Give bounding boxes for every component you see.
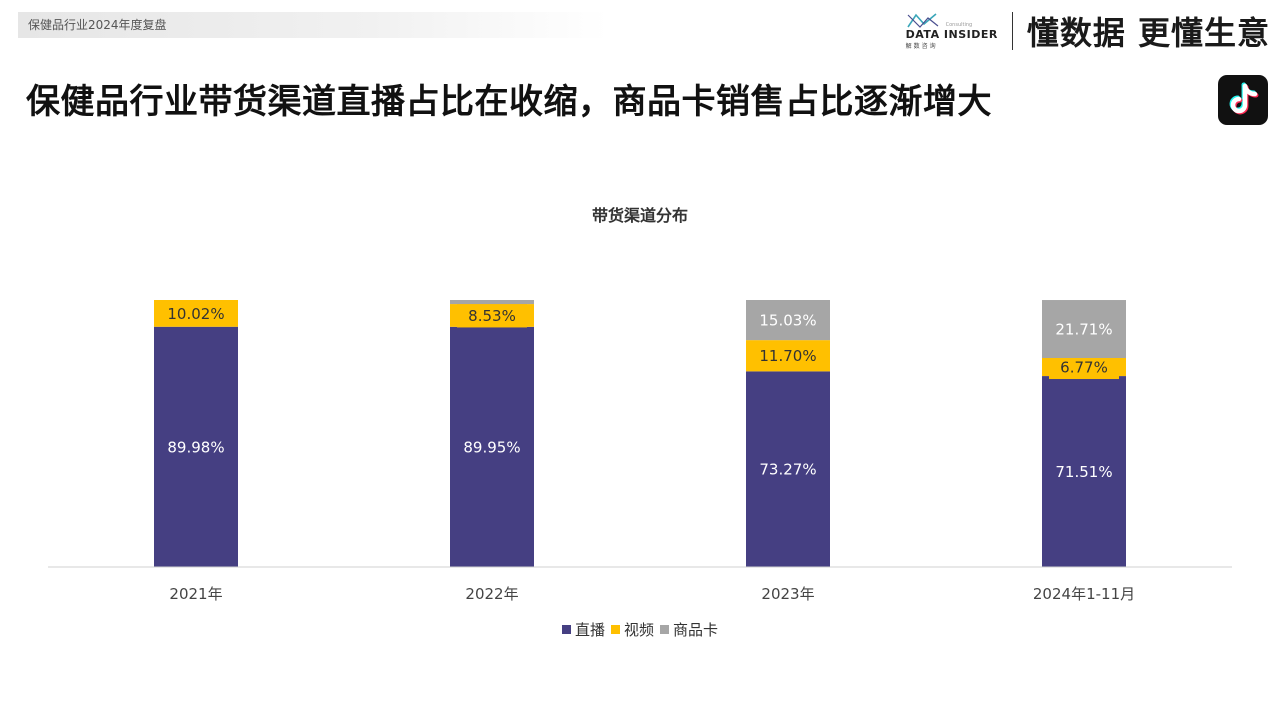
bar-segment bbox=[450, 326, 534, 567]
data-label: 11.70% bbox=[759, 347, 816, 365]
chart-legend: 直播 视频 商品卡 bbox=[0, 619, 1280, 640]
legend-item: 视频 bbox=[610, 619, 654, 640]
bar-segment bbox=[746, 371, 830, 567]
x-tick-label: 2023年 bbox=[761, 585, 814, 603]
brand-name: DATA INSIDER bbox=[905, 28, 998, 41]
legend-swatch bbox=[610, 625, 620, 634]
tiktok-icon bbox=[1218, 75, 1268, 125]
data-label: 8.53% bbox=[468, 307, 516, 325]
brand-divider bbox=[1011, 12, 1013, 50]
data-label-background bbox=[161, 301, 231, 326]
data-label: 71.51% bbox=[1055, 463, 1112, 481]
legend-swatch bbox=[561, 625, 571, 634]
bar-segment bbox=[154, 326, 238, 567]
legend-label: 视频 bbox=[623, 621, 654, 639]
legend-label: 商品卡 bbox=[673, 621, 719, 639]
data-label: 21.71% bbox=[1055, 321, 1112, 339]
x-tick-label: 2021年 bbox=[169, 585, 222, 603]
section-tag: 保健品行业2024年度复盘 bbox=[18, 12, 608, 38]
bar-segment bbox=[1042, 300, 1126, 358]
brand-wave-icon bbox=[906, 13, 938, 28]
data-label-background bbox=[1049, 355, 1119, 380]
legend-swatch bbox=[660, 625, 669, 634]
brand-logo: Consulting DATA INSIDER 解数咨询 bbox=[906, 12, 998, 50]
legend-item: 直播 bbox=[561, 619, 605, 640]
page-title: 保健品行业带货渠道直播占比在收缩，商品卡销售占比逐渐增大 bbox=[26, 82, 992, 122]
legend-item: 商品卡 bbox=[660, 619, 718, 640]
data-label: 89.98% bbox=[167, 438, 224, 456]
data-label: 10.02% bbox=[167, 305, 224, 323]
chart-title: 带货渠道分布 bbox=[592, 206, 688, 225]
x-tick-label: 2022年 bbox=[465, 585, 518, 603]
bar-segment bbox=[746, 300, 830, 341]
brand-sub: 解数咨询 bbox=[905, 43, 938, 50]
brand-consulting: Consulting bbox=[945, 22, 973, 28]
slogan: 懂数据 更懂生意 bbox=[1026, 14, 1270, 52]
x-tick-label: 2024年1-11月 bbox=[1033, 585, 1135, 603]
bar-segment bbox=[1042, 376, 1126, 567]
data-label: 89.95% bbox=[463, 438, 520, 456]
data-label-background bbox=[753, 343, 823, 368]
data-label: 73.27% bbox=[759, 461, 816, 479]
bar-segment bbox=[450, 300, 534, 305]
legend-label: 直播 bbox=[574, 621, 605, 639]
brand-header: Consulting DATA INSIDER 解数咨询 懂数据 更懂生意 bbox=[906, 8, 1270, 54]
data-label: 6.77% bbox=[1060, 359, 1108, 377]
data-label-background bbox=[457, 303, 527, 328]
data-label: 15.03% bbox=[759, 312, 816, 330]
